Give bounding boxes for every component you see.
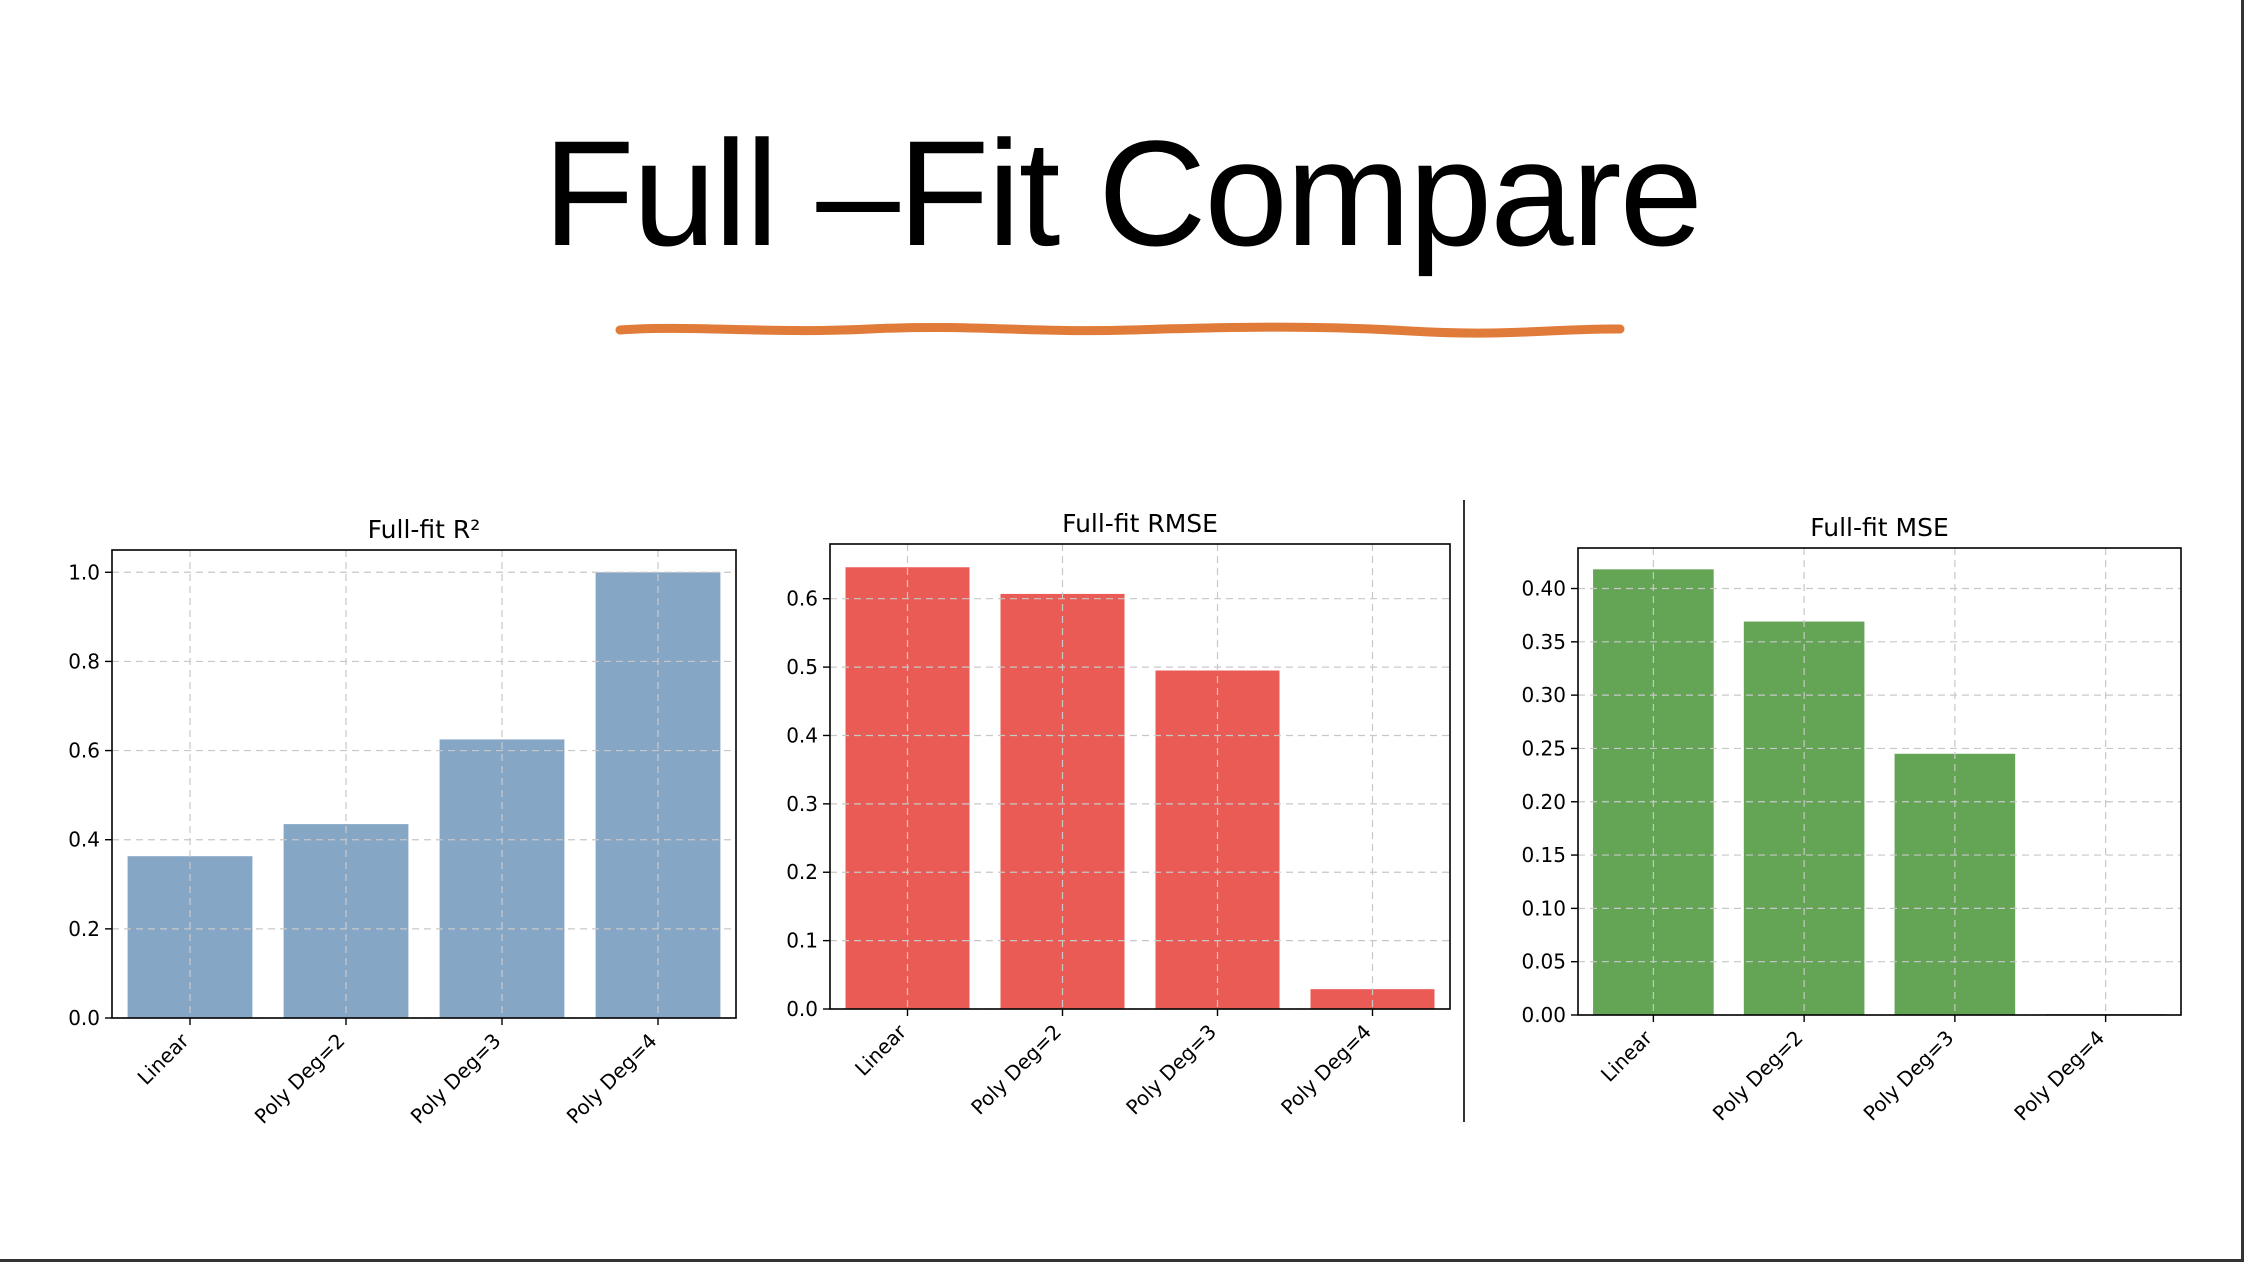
chart-mse-ytick-label-2: 0.10 bbox=[1521, 896, 1566, 920]
chart-rmse-ytick-label-1: 0.1 bbox=[786, 929, 818, 953]
title-underline bbox=[615, 322, 1625, 338]
chart-mse: Full-fit MSE 0.00 0.05 0.10 0.15 0.20 0.25 0.30… bbox=[1521, 513, 2182, 1126]
chart-mse-axes-frame bbox=[1577, 547, 2182, 1016]
chart-rmse-ytick-label-5: 0.5 bbox=[786, 655, 818, 679]
chart-r2-xtick-label-1: Poly Deg=2 bbox=[250, 1029, 350, 1129]
chart-mse-ytick-label-8: 0.40 bbox=[1521, 577, 1566, 601]
chart-mse-ytick-label-1: 0.05 bbox=[1521, 950, 1566, 974]
chart-r2-ytick-label-5: 1.0 bbox=[68, 560, 100, 584]
chart-mse-xtick-label-2: Poly Deg=3 bbox=[1859, 1026, 1959, 1126]
chart-rmse-ytick-label-3: 0.3 bbox=[786, 792, 818, 816]
chart-rmse-bar-4 bbox=[1310, 989, 1435, 1009]
chart-r2-ytick-label-3: 0.6 bbox=[68, 739, 100, 763]
chart-rmse-xtick-label-0: Linear bbox=[850, 1019, 911, 1080]
chart-mse-xtick-label-1: Poly Deg=2 bbox=[1708, 1026, 1808, 1126]
chart-mse-ytick-label-3: 0.15 bbox=[1521, 843, 1566, 867]
title-underline-stroke bbox=[615, 322, 1625, 338]
chart-rmse-axes-frame bbox=[829, 543, 1451, 1010]
chart-r2: Full-fit R² 0.0 0.2 0.4 0.6 0.8 1.0 Linear Poly … bbox=[68, 515, 737, 1129]
chart-mse-ytick-label-4: 0.20 bbox=[1521, 790, 1566, 814]
chart-mse-ytick-label-7: 0.35 bbox=[1521, 630, 1566, 654]
chart-rmse-ytick-label-2: 0.2 bbox=[786, 860, 818, 884]
slide-title: Full –Fit Compare bbox=[542, 109, 1703, 277]
chart-r2-xtick-label-2: Poly Deg=3 bbox=[406, 1029, 506, 1129]
chart-rmse-ytick-label-6: 0.6 bbox=[786, 587, 818, 611]
chart-mse-ytick-label-0: 0.00 bbox=[1521, 1003, 1566, 1027]
chart-rmse-xtick-label-2: Poly Deg=3 bbox=[1121, 1020, 1221, 1120]
chart-rmse-xtick-label-1: Poly Deg=2 bbox=[966, 1020, 1066, 1120]
chart-r2-xtick-label-3: Poly Deg=4 bbox=[562, 1029, 662, 1129]
chart-mse-xtick-label-3: Poly Deg=4 bbox=[2009, 1026, 2109, 1126]
chart-r2-ytick-label-4: 0.8 bbox=[68, 649, 100, 673]
chart-r2-ytick-label-1: 0.2 bbox=[68, 917, 100, 941]
chart-rmse-ytick-label-4: 0.4 bbox=[786, 723, 818, 747]
chart-mse-ytick-label-6: 0.30 bbox=[1521, 683, 1566, 707]
chart-rmse-ytick-label-0: 0.0 bbox=[786, 997, 818, 1021]
chart-mse-title: Full-fit MSE bbox=[1810, 513, 1949, 542]
chart-rmse-title: Full-fit RMSE bbox=[1062, 509, 1218, 538]
chart-mse-xtick-label-0: Linear bbox=[1596, 1025, 1657, 1086]
panel-divider bbox=[1463, 500, 1465, 1122]
chart-rmse: Full-fit RMSE 0.0 0.1 0.2 0.3 0.4 0.5 0.6 Linear… bbox=[786, 509, 1451, 1120]
chart-rmse-xtick-label-3: Poly Deg=4 bbox=[1276, 1020, 1376, 1120]
chart-r2-ytick-label-0: 0.0 bbox=[68, 1006, 100, 1030]
chart-r2-ytick-label-2: 0.4 bbox=[68, 828, 100, 852]
chart-r2-title: Full-fit R² bbox=[368, 515, 481, 544]
chart-r2-xtick-label-0: Linear bbox=[133, 1028, 194, 1089]
chart-r2-axes-frame bbox=[111, 549, 737, 1019]
chart-mse-ytick-label-5: 0.25 bbox=[1521, 736, 1566, 760]
